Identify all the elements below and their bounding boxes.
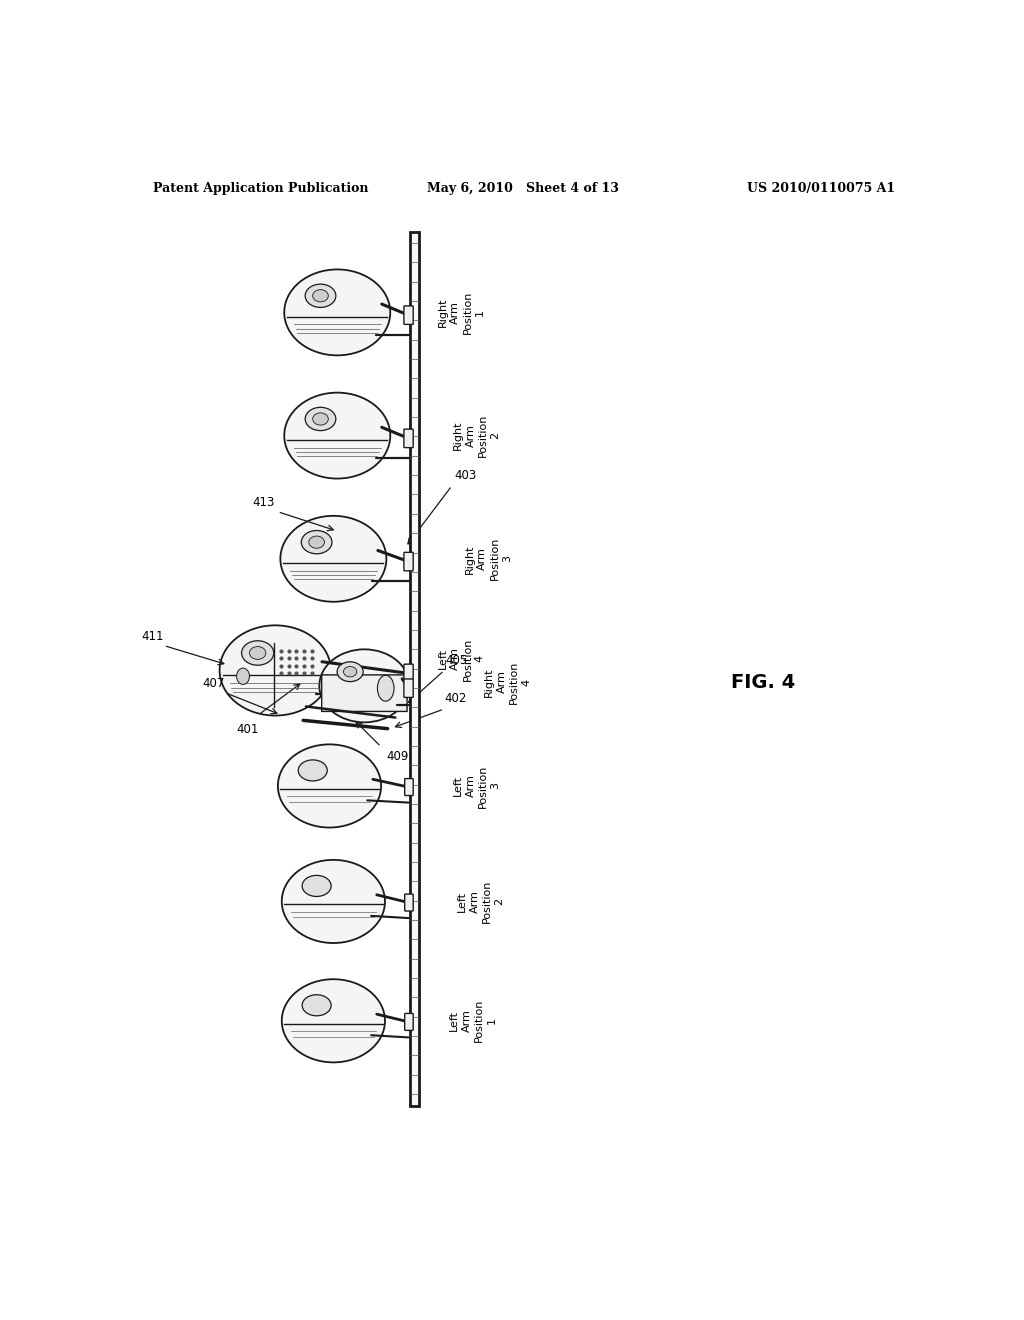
- Text: Left
Arm
Position
1: Left Arm Position 1: [450, 999, 497, 1043]
- Ellipse shape: [282, 979, 385, 1063]
- Text: 401: 401: [237, 723, 258, 737]
- Text: 403: 403: [455, 469, 476, 482]
- Ellipse shape: [337, 661, 364, 681]
- FancyBboxPatch shape: [404, 1014, 414, 1031]
- Text: FIG. 4: FIG. 4: [731, 672, 796, 692]
- FancyBboxPatch shape: [322, 675, 408, 711]
- Text: 413: 413: [253, 496, 274, 510]
- Text: Left
Arm
Position
4: Left Arm Position 4: [437, 638, 484, 681]
- Ellipse shape: [302, 995, 331, 1016]
- FancyBboxPatch shape: [404, 894, 414, 911]
- Ellipse shape: [250, 647, 266, 660]
- Text: May 6, 2010   Sheet 4 of 13: May 6, 2010 Sheet 4 of 13: [427, 182, 620, 194]
- Ellipse shape: [309, 536, 325, 548]
- Ellipse shape: [305, 284, 336, 308]
- Ellipse shape: [305, 408, 336, 430]
- FancyBboxPatch shape: [410, 231, 420, 1106]
- Ellipse shape: [319, 649, 410, 722]
- Text: Left
Arm
Position
2: Left Arm Position 2: [457, 879, 504, 923]
- Ellipse shape: [219, 626, 331, 715]
- Text: US 2010/0110075 A1: US 2010/0110075 A1: [748, 182, 895, 194]
- FancyBboxPatch shape: [403, 429, 414, 447]
- Text: Patent Application Publication: Patent Application Publication: [153, 182, 369, 194]
- FancyBboxPatch shape: [403, 678, 414, 697]
- Ellipse shape: [285, 269, 390, 355]
- Ellipse shape: [282, 859, 385, 942]
- FancyBboxPatch shape: [404, 779, 414, 796]
- Text: Right
Arm
Position
4: Right Arm Position 4: [484, 660, 531, 704]
- Ellipse shape: [242, 640, 273, 665]
- Text: 402: 402: [444, 692, 467, 705]
- Ellipse shape: [302, 875, 331, 896]
- Ellipse shape: [298, 760, 328, 781]
- Ellipse shape: [281, 516, 386, 602]
- Text: Right
Arm
Position
2: Right Arm Position 2: [454, 414, 501, 457]
- Text: 411: 411: [141, 630, 164, 643]
- Text: 407: 407: [203, 677, 225, 690]
- FancyBboxPatch shape: [403, 306, 414, 325]
- Ellipse shape: [237, 668, 250, 685]
- Text: Right
Arm
Position
1: Right Arm Position 1: [437, 290, 484, 334]
- Text: Left
Arm
Position
3: Left Arm Position 3: [454, 764, 501, 808]
- Ellipse shape: [312, 289, 329, 302]
- Text: 405: 405: [445, 653, 468, 667]
- Ellipse shape: [343, 667, 356, 677]
- Text: Right
Arm
Position
3: Right Arm Position 3: [465, 537, 512, 581]
- Ellipse shape: [285, 392, 390, 479]
- Ellipse shape: [301, 531, 332, 554]
- Ellipse shape: [378, 676, 394, 701]
- Text: 409: 409: [387, 750, 409, 763]
- Ellipse shape: [312, 413, 329, 425]
- FancyBboxPatch shape: [403, 552, 414, 570]
- FancyBboxPatch shape: [403, 664, 414, 682]
- Ellipse shape: [278, 744, 381, 828]
